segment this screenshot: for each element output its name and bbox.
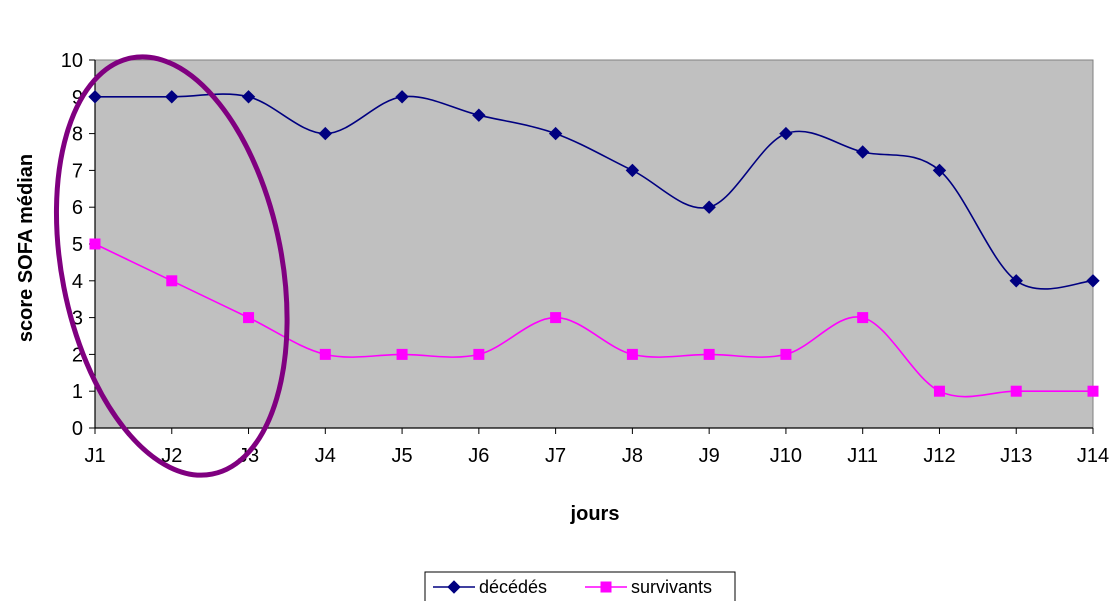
- x-tick-label: J5: [392, 445, 413, 467]
- legend-marker-survivants: [600, 581, 612, 593]
- data-point-survivants: [89, 238, 101, 250]
- annotation: [53, 54, 290, 478]
- y-tick-label: 7: [72, 160, 83, 182]
- highlight-ellipse: [53, 54, 290, 478]
- data-point-survivants: [166, 275, 178, 287]
- y-tick-label: 2: [72, 344, 83, 366]
- data-point-survivants: [319, 348, 331, 360]
- x-tick-label: J8: [622, 445, 643, 467]
- data-point-deces: [548, 126, 563, 141]
- data-point-deces: [625, 163, 640, 178]
- y-tick-label: 8: [72, 124, 83, 146]
- data-point-deces: [241, 90, 256, 104]
- data-point-survivants: [626, 348, 638, 360]
- data-point-survivants: [550, 312, 562, 324]
- data-point-survivants: [1087, 385, 1099, 397]
- data-point-survivants: [780, 348, 792, 360]
- x-tick-label: J4: [315, 445, 336, 467]
- legend: décédés survivants: [424, 571, 736, 601]
- y-axis-title: score SOFA médian: [15, 154, 37, 342]
- y-tick-label: 9: [72, 87, 83, 109]
- data-point-survivants: [933, 385, 945, 397]
- data-point-deces: [395, 90, 409, 104]
- data-point-survivants: [396, 348, 408, 360]
- data-point-deces: [318, 126, 333, 141]
- data-point-deces: [1009, 274, 1023, 288]
- legend-marker-deces: [447, 580, 461, 594]
- data-point-survivants: [857, 312, 869, 324]
- data-point-survivants: [473, 348, 485, 360]
- data-point-survivants: [1010, 385, 1022, 397]
- x-tick-label: J13: [1000, 445, 1032, 467]
- data-point-deces: [1086, 274, 1100, 288]
- y-tick-label: 1: [72, 381, 83, 403]
- x-tick-label: J2: [161, 445, 182, 467]
- x-tick-label: J6: [468, 445, 489, 467]
- x-axis-ticks: J1 J2 J3 J4 J5 J6 J7 J8 J9 J10 J11 J12 J13 J14: [84, 428, 1109, 467]
- x-axis-title: jours: [570, 503, 620, 525]
- y-tick-label: 4: [72, 271, 83, 293]
- data-point-deces: [472, 108, 486, 122]
- series-survivants: [89, 238, 1099, 398]
- legend-box: [424, 571, 736, 601]
- y-tick-label: 3: [72, 308, 83, 330]
- x-tick-label: J10: [770, 445, 802, 467]
- series-deces: [88, 90, 1100, 290]
- legend-label-survivants: survivants: [631, 577, 712, 597]
- data-point-deces: [88, 90, 102, 104]
- x-tick-label: J11: [847, 445, 878, 467]
- x-tick-label: J1: [84, 445, 105, 467]
- y-tick-label: 6: [72, 197, 83, 219]
- plot-area: [94, 59, 1094, 429]
- y-tick-label: 0: [72, 418, 83, 440]
- x-tick-label: J7: [545, 445, 566, 467]
- data-point-deces: [779, 126, 793, 141]
- data-point-survivants: [703, 348, 715, 360]
- series-lines: [88, 90, 1100, 398]
- data-point-deces: [932, 163, 947, 178]
- x-tick-label: J9: [699, 445, 720, 467]
- x-tick-label: J12: [923, 445, 955, 467]
- y-tick-label: 10: [61, 50, 83, 72]
- data-point-survivants: [243, 312, 255, 324]
- data-point-deces: [165, 90, 179, 104]
- data-point-deces: [855, 145, 870, 159]
- x-tick-label: J14: [1077, 445, 1109, 467]
- data-point-deces: [702, 200, 716, 214]
- y-tick-label: 5: [72, 234, 83, 256]
- legend-label-deces: décédés: [479, 577, 547, 597]
